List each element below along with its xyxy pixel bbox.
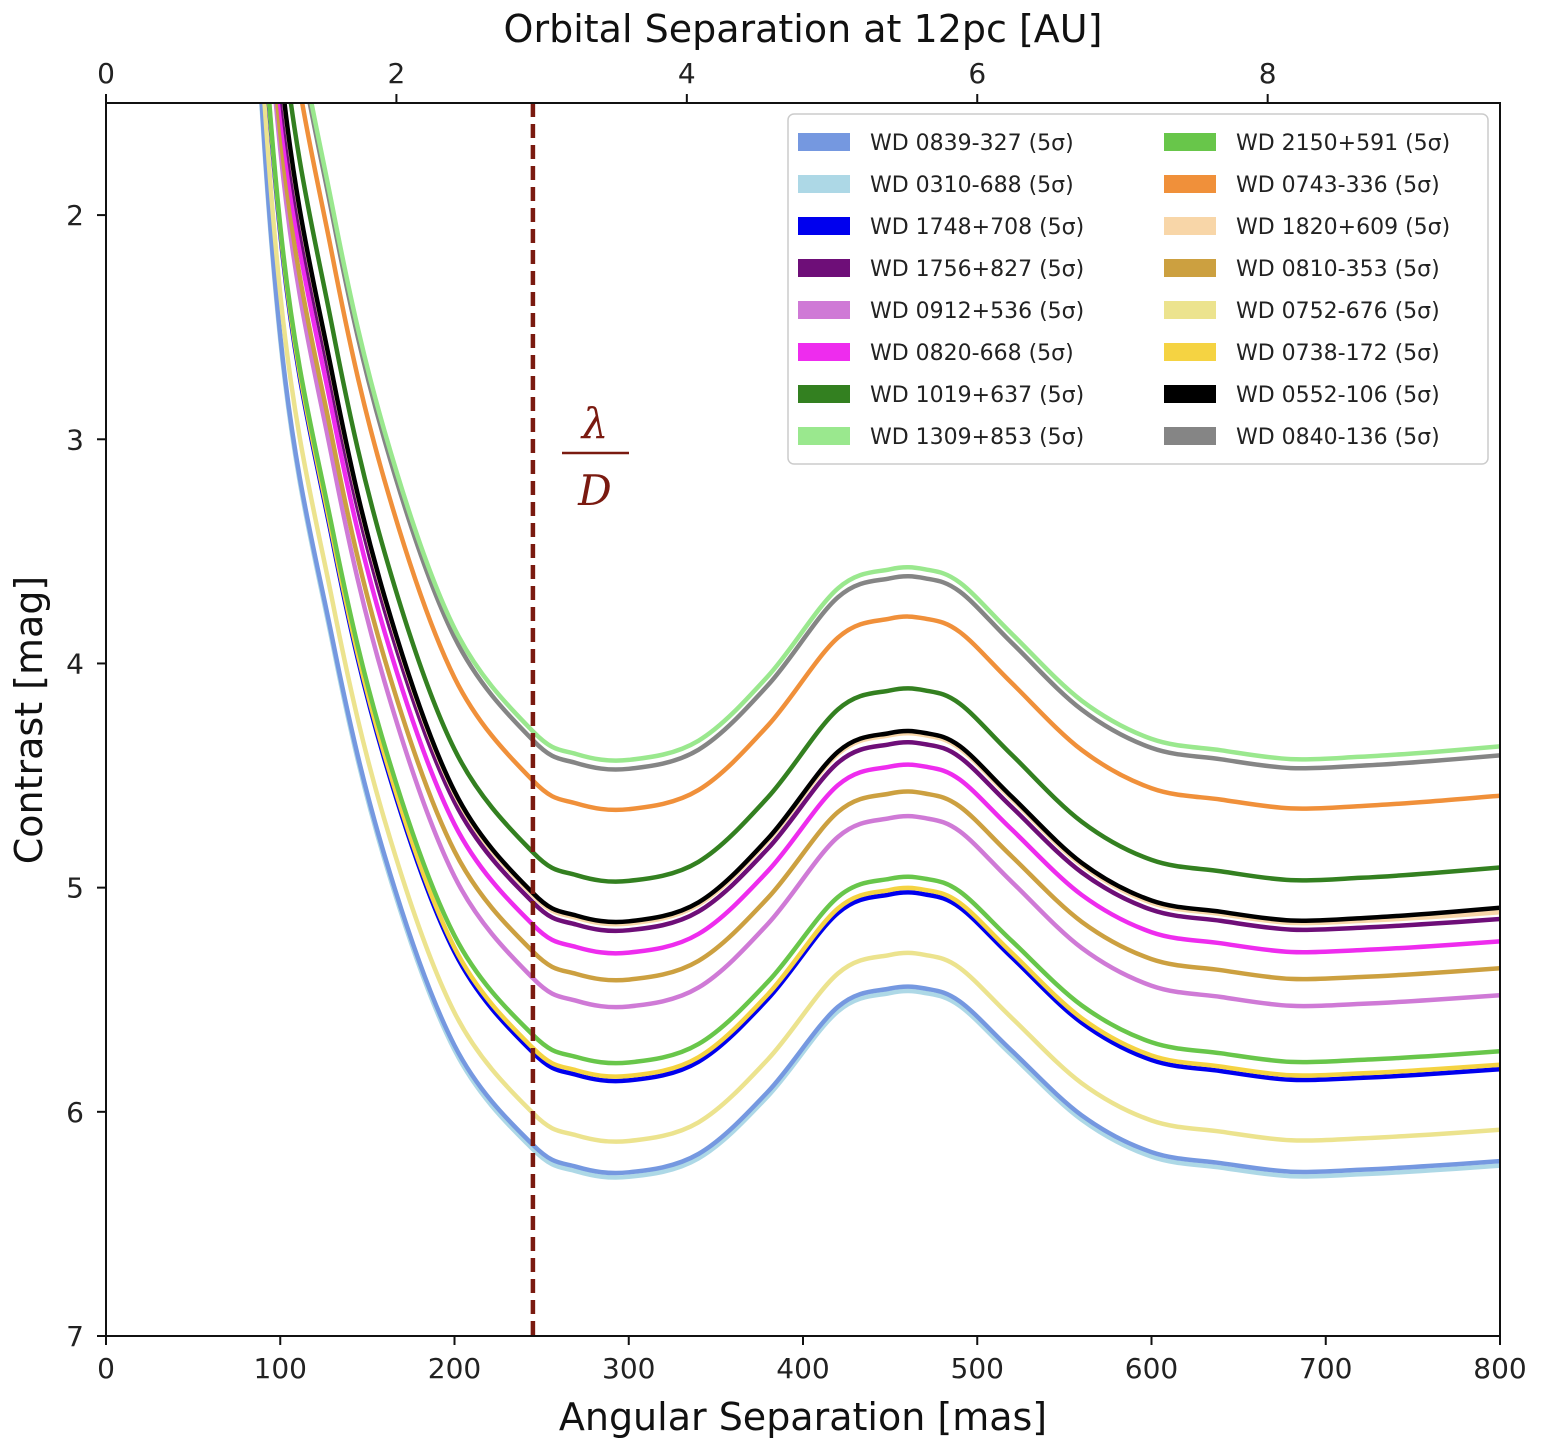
legend-label-6: WD 0820-668 (5σ)	[870, 341, 1074, 366]
legend-layer: WD 0839-327 (5σ) WD 0310-688 (5σ) WD 1748+…	[787, 113, 1489, 465]
legend-label-11: WD 1820+609 (5σ)	[1236, 215, 1450, 240]
legend-swatch-12	[1164, 259, 1216, 277]
x-tick-label: 700	[1299, 1352, 1352, 1385]
top-x-tick-label: 6	[968, 57, 986, 90]
y-tick-label: 4	[66, 647, 84, 680]
legend-label-1: WD 0839-327 (5σ)	[870, 131, 1074, 156]
legend-label-13: WD 0752-676 (5σ)	[1236, 299, 1440, 324]
x-tick-label: 0	[97, 1352, 115, 1385]
legend-label-2: WD 0310-688 (5σ)	[870, 173, 1074, 198]
legend-swatch-4	[798, 259, 850, 277]
series-line-8	[309, 103, 1500, 763]
legend-label-12: WD 0810-353 (5σ)	[1236, 257, 1440, 282]
x-tick-label: 800	[1473, 1352, 1526, 1385]
legend-swatch-3	[798, 217, 850, 235]
top-x-axis-title: Orbital Separation at 12pc [AU]	[504, 7, 1103, 51]
annotation-numerator: λ	[580, 399, 609, 448]
y-tick-label: 7	[66, 1320, 84, 1353]
series-line-1	[259, 103, 1500, 1176]
top-x-tick-label: 8	[1259, 57, 1277, 90]
y-axis-title: Contrast [mag]	[7, 576, 51, 865]
legend-label-15: WD 0552-106 (5σ)	[1236, 383, 1440, 408]
legend-label-16: WD 0840-136 (5σ)	[1236, 425, 1440, 450]
series-line-9	[267, 103, 1500, 1066]
legend-swatch-2	[798, 175, 850, 193]
legend-swatch-7	[798, 385, 850, 403]
legend-swatch-1	[798, 133, 850, 151]
legend-label-5: WD 0912+536 (5σ)	[870, 299, 1084, 324]
series-line-15	[282, 103, 1500, 925]
legend-swatch-11	[1164, 217, 1216, 235]
legend-label-3: WD 1748+708 (5σ)	[870, 215, 1084, 240]
series-line-6	[277, 103, 1500, 956]
legend-swatch-13	[1164, 301, 1216, 319]
legend-swatch-5	[798, 301, 850, 319]
top-x-tick-label: 0	[97, 57, 115, 90]
lambda-over-d-annotation: λ D	[562, 399, 629, 515]
series-line-10	[299, 103, 1500, 813]
x-tick-label: 300	[602, 1352, 655, 1385]
top-x-tick-label: 2	[388, 57, 406, 90]
legend-swatch-16	[1164, 427, 1216, 445]
series-line-5	[273, 103, 1500, 1010]
legend-box	[787, 113, 1489, 465]
legend-swatch-6	[798, 343, 850, 361]
series-line-13	[262, 103, 1500, 1144]
legend-swatch-9	[1164, 133, 1216, 151]
legend-swatch-14	[1164, 343, 1216, 361]
x-tick-label: 500	[951, 1352, 1004, 1385]
legend-swatch-10	[1164, 175, 1216, 193]
legend-label-4: WD 1756+827 (5σ)	[870, 257, 1084, 282]
y-tick-label: 5	[66, 872, 84, 905]
series-line-3	[266, 103, 1500, 1084]
legend-label-8: WD 1309+853 (5σ)	[870, 425, 1084, 450]
series-line-14	[266, 103, 1500, 1079]
legend-label-14: WD 0738-172 (5σ)	[1236, 341, 1440, 366]
series-line-7	[288, 103, 1500, 884]
y-tick-label: 6	[66, 1096, 84, 1129]
y-tick-label: 3	[66, 423, 84, 456]
x-tick-label: 100	[254, 1352, 307, 1385]
legend-swatch-15	[1164, 385, 1216, 403]
series-layer	[259, 103, 1500, 1180]
top-x-tick-label: 4	[678, 57, 696, 90]
x-axis-title: Angular Separation [mas]	[559, 1395, 1047, 1439]
legend-swatch-8	[798, 427, 850, 445]
series-line-16	[307, 103, 1500, 772]
axes-layer: 0 100 200 300 400 500 600 700 800 0 2 4 6 8 2 3 4 5 6 7	[66, 57, 1527, 1385]
x-tick-label: 600	[1125, 1352, 1178, 1385]
y-tick-label: 2	[66, 199, 84, 232]
legend-label-7: WD 1019+637 (5σ)	[870, 383, 1084, 408]
x-tick-label: 400	[776, 1352, 829, 1385]
legend-label-10: WD 0743-336 (5σ)	[1236, 173, 1440, 198]
legend-label-9: WD 2150+591 (5σ)	[1236, 131, 1450, 156]
series-line-4	[280, 103, 1500, 934]
x-tick-label: 200	[428, 1352, 481, 1385]
annotation-denominator: D	[577, 466, 612, 515]
series-line-12	[275, 103, 1500, 983]
